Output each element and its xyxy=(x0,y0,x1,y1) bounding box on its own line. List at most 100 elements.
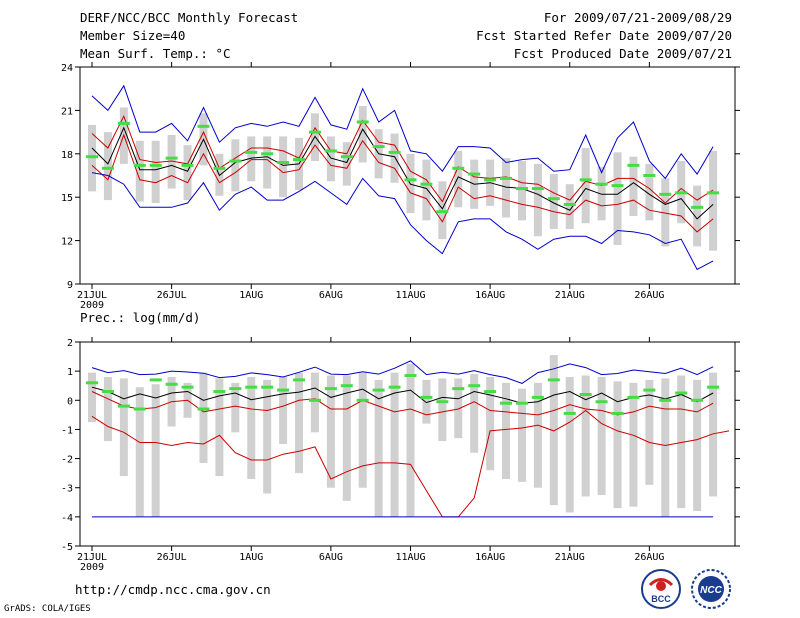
series-line-ensemble-max xyxy=(91,360,714,384)
spread-box xyxy=(549,355,558,506)
x-tick-label: 6AUG xyxy=(319,290,343,301)
spread-box xyxy=(613,152,622,245)
x-tick-label: 26AUG xyxy=(634,290,664,301)
spread-box xyxy=(709,372,718,497)
spread-box xyxy=(263,379,272,494)
spread-box xyxy=(231,139,240,192)
x-tick-label: 6AUG xyxy=(319,552,343,563)
temperature-panel: 9 12 15 18 21 24 21JUL 26JUL 1AUG 6AUG 11AUG 16AUG 2… xyxy=(61,62,740,311)
spread-box xyxy=(310,372,319,433)
spread-box xyxy=(247,376,256,479)
x-tick-label: 16AUG xyxy=(475,552,505,563)
spread-box xyxy=(693,185,702,247)
series-line-ensemble-mean xyxy=(91,386,714,404)
spread-box xyxy=(167,134,176,189)
x-tick-label: 1AUG xyxy=(239,290,263,301)
x-tick-label: 21JUL xyxy=(77,552,107,563)
y-tick-label: -4 xyxy=(61,513,73,524)
y-tick-label: 12 xyxy=(61,237,73,248)
spread-box xyxy=(661,178,670,247)
series-line-ensemble-mean xyxy=(91,126,714,220)
x-tick-label: 21JUL xyxy=(77,290,107,301)
series-line-ensemble-min xyxy=(91,172,714,271)
spread-box xyxy=(422,379,431,424)
ncc-logo: NCC xyxy=(691,569,731,609)
spread-box xyxy=(231,382,240,433)
series-line-lower-band xyxy=(91,409,730,518)
spread-box xyxy=(390,372,399,517)
spread-box xyxy=(581,375,590,497)
spread-box xyxy=(454,378,463,439)
series-line-upper-band xyxy=(91,114,714,204)
plot-frame xyxy=(79,341,736,547)
forecast-start-date: Fcst Started Refer Date 2009/07/20 xyxy=(476,28,732,43)
spread-box xyxy=(151,384,160,517)
forecast-period: For 2009/07/21-2009/08/29 xyxy=(543,10,732,25)
member-size: Member Size=40 xyxy=(80,28,186,43)
spread-box xyxy=(406,363,415,517)
spread-box xyxy=(326,136,335,182)
spread-box xyxy=(358,372,367,488)
website-url[interactable]: http://cmdp.ncc.cma.gov.cn xyxy=(75,582,271,597)
x-tick-label: 11AUG xyxy=(395,552,425,563)
y-tick-label: 2 xyxy=(67,338,73,349)
spread-box xyxy=(279,136,288,198)
spread-box xyxy=(565,376,574,513)
spread-box xyxy=(517,388,526,482)
x-tick-label: 11AUG xyxy=(395,290,425,301)
spread-box xyxy=(135,387,144,517)
y-tick-label: 9 xyxy=(67,280,73,291)
x-tick-label: 26JUL xyxy=(157,552,187,563)
spread-box xyxy=(661,378,670,517)
spread-box xyxy=(533,163,542,237)
spread-box xyxy=(470,374,479,453)
spread-box xyxy=(597,376,606,495)
y-tick-label: 1 xyxy=(67,367,73,378)
spread-box xyxy=(358,106,367,163)
spread-box xyxy=(629,382,638,507)
x-tick-label: 26AUG xyxy=(634,552,664,563)
x-year-label: 2009 xyxy=(80,300,104,311)
bcc-logo: BCC xyxy=(641,569,681,609)
spread-box xyxy=(597,166,606,221)
spread-box xyxy=(486,376,495,471)
spread-box xyxy=(565,184,574,230)
spread-box xyxy=(342,142,351,186)
spread-box xyxy=(549,174,558,230)
y-tick-label: 15 xyxy=(61,193,73,204)
grads-credit: GrADS: COLA/IGES xyxy=(4,604,91,614)
variable-label: Mean Surf. Temp.: °C xyxy=(80,46,231,61)
spread-box xyxy=(374,379,383,517)
x-year-label: 2009 xyxy=(80,562,104,573)
spread-box xyxy=(390,133,399,183)
x-tick-label: 16AUG xyxy=(475,290,505,301)
x-tick-label: 21AUG xyxy=(555,290,585,301)
ncc-logo-text: NCC xyxy=(700,585,722,596)
y-tick-label: 24 xyxy=(61,63,73,74)
forecast-produced-date: Fcst Produced Date 2009/07/21 xyxy=(513,46,732,61)
spread-box xyxy=(135,140,144,202)
spread-box xyxy=(645,163,654,221)
spread-box xyxy=(645,379,654,485)
spread-box xyxy=(422,159,431,221)
spread-box xyxy=(215,378,224,477)
y-tick-label: -5 xyxy=(61,542,73,553)
spread-box xyxy=(119,378,128,477)
y-tick-label: -2 xyxy=(61,455,73,466)
spread-box xyxy=(103,132,112,201)
y-tick-label: 18 xyxy=(61,150,73,161)
y-tick-label: 21 xyxy=(61,106,73,117)
spread-box xyxy=(502,382,511,479)
y-tick-label: -1 xyxy=(61,425,73,436)
series-line-upper-band xyxy=(91,391,714,416)
spread-box xyxy=(199,372,208,463)
y-tick-label: -3 xyxy=(61,484,73,495)
spread-box xyxy=(279,376,288,444)
spread-box xyxy=(709,150,718,251)
spread-box xyxy=(103,376,112,442)
spread-box xyxy=(438,378,447,442)
y-tick-label: 0 xyxy=(67,396,73,407)
spread-box xyxy=(295,372,304,474)
precipitation-panel: -5 -4 -3 -2 -1 0 1 2 21JUL 26JUL 1AUG 6AUG 11AUG 16AU… xyxy=(61,310,740,573)
